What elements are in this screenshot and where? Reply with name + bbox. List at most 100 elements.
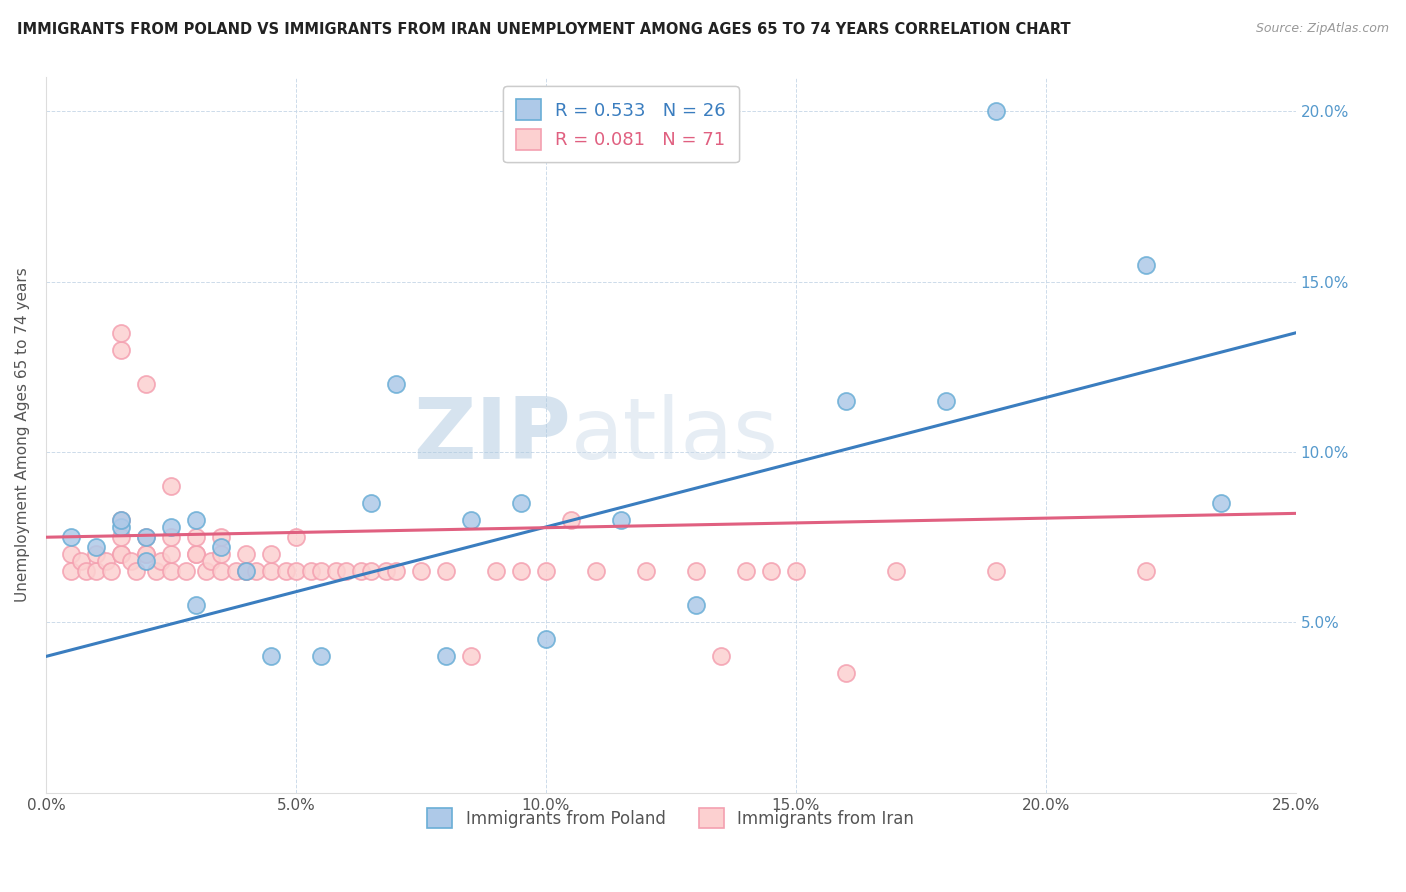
Point bbox=[309, 649, 332, 664]
Point bbox=[984, 104, 1007, 119]
Point bbox=[385, 564, 408, 578]
Point bbox=[160, 520, 183, 534]
Point bbox=[360, 564, 382, 578]
Point bbox=[75, 564, 97, 578]
Point bbox=[560, 513, 582, 527]
Point bbox=[235, 564, 257, 578]
Point bbox=[534, 632, 557, 647]
Point bbox=[385, 376, 408, 391]
Point bbox=[135, 547, 157, 561]
Point bbox=[194, 564, 217, 578]
Point bbox=[585, 564, 607, 578]
Point bbox=[374, 564, 396, 578]
Point bbox=[184, 530, 207, 544]
Point bbox=[325, 564, 347, 578]
Point bbox=[1135, 258, 1157, 272]
Point bbox=[1135, 564, 1157, 578]
Point bbox=[350, 564, 373, 578]
Point bbox=[135, 530, 157, 544]
Point bbox=[135, 554, 157, 568]
Point bbox=[235, 564, 257, 578]
Point bbox=[84, 564, 107, 578]
Point bbox=[710, 649, 733, 664]
Point bbox=[110, 547, 132, 561]
Point bbox=[734, 564, 756, 578]
Point bbox=[509, 564, 531, 578]
Text: Source: ZipAtlas.com: Source: ZipAtlas.com bbox=[1256, 22, 1389, 36]
Point bbox=[209, 564, 232, 578]
Text: ZIP: ZIP bbox=[413, 393, 571, 476]
Legend: Immigrants from Poland, Immigrants from Iran: Immigrants from Poland, Immigrants from … bbox=[420, 802, 921, 834]
Point bbox=[225, 564, 247, 578]
Point bbox=[160, 547, 183, 561]
Point bbox=[260, 564, 283, 578]
Point bbox=[284, 530, 307, 544]
Point bbox=[434, 564, 457, 578]
Point bbox=[209, 541, 232, 555]
Point bbox=[149, 554, 172, 568]
Point bbox=[145, 564, 167, 578]
Point bbox=[209, 547, 232, 561]
Point bbox=[260, 649, 283, 664]
Point bbox=[100, 564, 122, 578]
Point bbox=[59, 564, 82, 578]
Point bbox=[184, 513, 207, 527]
Point bbox=[935, 394, 957, 409]
Point bbox=[434, 649, 457, 664]
Point bbox=[70, 554, 93, 568]
Point bbox=[685, 599, 707, 613]
Point bbox=[409, 564, 432, 578]
Point bbox=[284, 564, 307, 578]
Point bbox=[110, 530, 132, 544]
Point bbox=[84, 547, 107, 561]
Text: atlas: atlas bbox=[571, 393, 779, 476]
Point bbox=[160, 530, 183, 544]
Point bbox=[235, 564, 257, 578]
Point bbox=[120, 554, 142, 568]
Point bbox=[135, 530, 157, 544]
Point bbox=[309, 564, 332, 578]
Point bbox=[235, 547, 257, 561]
Point bbox=[335, 564, 357, 578]
Point bbox=[785, 564, 807, 578]
Point bbox=[59, 547, 82, 561]
Point bbox=[200, 554, 222, 568]
Point bbox=[460, 513, 482, 527]
Point bbox=[110, 513, 132, 527]
Point bbox=[135, 547, 157, 561]
Point bbox=[360, 496, 382, 510]
Point bbox=[884, 564, 907, 578]
Text: IMMIGRANTS FROM POLAND VS IMMIGRANTS FROM IRAN UNEMPLOYMENT AMONG AGES 65 TO 74 : IMMIGRANTS FROM POLAND VS IMMIGRANTS FRO… bbox=[17, 22, 1070, 37]
Point bbox=[984, 564, 1007, 578]
Point bbox=[509, 496, 531, 510]
Point bbox=[534, 564, 557, 578]
Point bbox=[610, 513, 633, 527]
Point bbox=[685, 564, 707, 578]
Point bbox=[1209, 496, 1232, 510]
Point bbox=[110, 513, 132, 527]
Point bbox=[260, 547, 283, 561]
Point bbox=[634, 564, 657, 578]
Point bbox=[135, 376, 157, 391]
Point bbox=[184, 547, 207, 561]
Point bbox=[460, 649, 482, 664]
Point bbox=[485, 564, 508, 578]
Point bbox=[94, 554, 117, 568]
Point bbox=[299, 564, 322, 578]
Point bbox=[84, 541, 107, 555]
Point bbox=[209, 530, 232, 544]
Point bbox=[274, 564, 297, 578]
Point bbox=[835, 394, 858, 409]
Point bbox=[110, 343, 132, 357]
Point bbox=[59, 530, 82, 544]
Point bbox=[110, 547, 132, 561]
Point bbox=[110, 326, 132, 340]
Point bbox=[835, 666, 858, 681]
Point bbox=[184, 599, 207, 613]
Point bbox=[160, 564, 183, 578]
Y-axis label: Unemployment Among Ages 65 to 74 years: Unemployment Among Ages 65 to 74 years bbox=[15, 268, 30, 602]
Point bbox=[125, 564, 148, 578]
Point bbox=[110, 520, 132, 534]
Point bbox=[174, 564, 197, 578]
Point bbox=[759, 564, 782, 578]
